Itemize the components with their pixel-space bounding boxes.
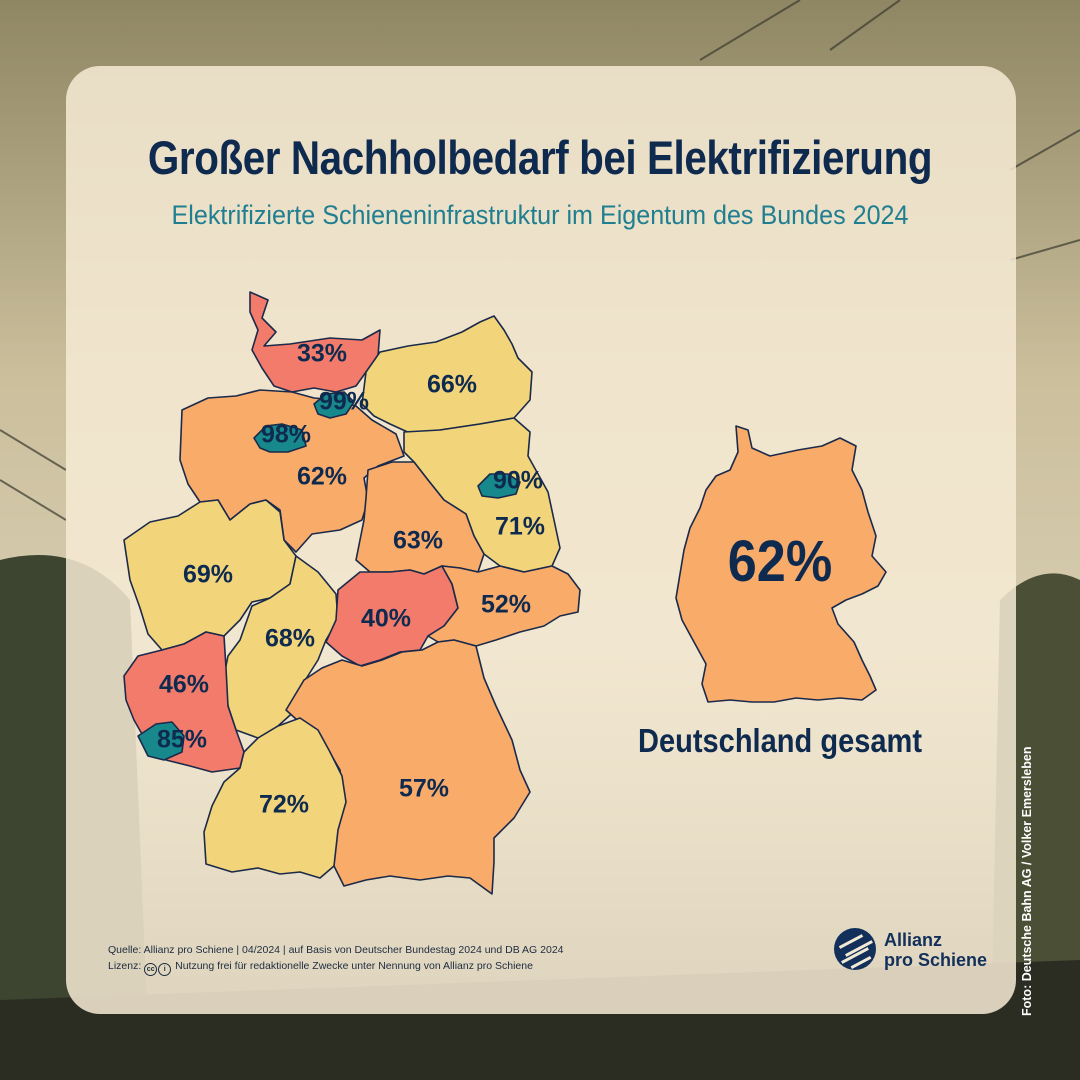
germany-total-value: 62% [727, 529, 833, 594]
germany-total-shape [675, 425, 887, 703]
region-value-label: 98% [261, 421, 311, 449]
region-value-label: 90% [493, 467, 543, 495]
region-hamburg [313, 391, 355, 419]
region-value-label: 69% [183, 561, 233, 589]
region-value-label: 63% [393, 527, 443, 555]
page-subtitle: Elektrifizierte Schieneninfrastruktur im… [171, 200, 909, 230]
cc-by-icon: i [158, 963, 172, 976]
region-value-label: 68% [265, 625, 315, 653]
region-value-label: 62% [297, 463, 347, 491]
license-prefix: Lizenz: [108, 960, 142, 972]
region-baden-wuerttemberg [203, 717, 347, 879]
region-sachsen [427, 565, 581, 647]
region-value-label: 71% [495, 513, 545, 541]
region-value-label: 72% [259, 791, 309, 819]
region-mecklenburg-vorpommern [361, 315, 533, 435]
logo-text: Allianz pro Schiene [884, 930, 987, 970]
allianz-pro-schiene-logo: Allianz pro Schiene [834, 928, 994, 972]
region-value-label: 85% [157, 726, 207, 754]
page-title: Großer Nachholbedarf bei Elektrifizierun… [147, 131, 933, 184]
region-berlin [477, 473, 521, 499]
region-value-label: 46% [159, 671, 209, 699]
license-line: Lizenz: cc i Nutzung frei für redaktionel… [108, 958, 564, 976]
region-value-label: 33% [297, 340, 347, 368]
photo-credit: Foto: Deutsche Bahn AG / Volker Emersleb… [1020, 746, 1034, 1016]
region-value-label: 57% [399, 775, 449, 803]
logo-line2: pro Schiene [884, 950, 988, 970]
region-value-label: 99% [319, 388, 369, 416]
source-line: Quelle: Allianz pro Schiene | 04/2024 | … [108, 944, 564, 956]
region-value-label: 40% [361, 605, 411, 633]
logo-line1: Allianz [884, 930, 943, 950]
cc-icon: cc [144, 963, 158, 976]
germany-total-label: Deutschland gesamt [637, 722, 923, 759]
logo-rail-icon [834, 928, 876, 970]
region-saarland [137, 721, 185, 761]
region-value-label: 66% [427, 371, 477, 399]
source-note: Quelle: Allianz pro Schiene | 04/2024 | … [108, 942, 564, 976]
region-bremen [253, 423, 307, 453]
license-text: Nutzung frei für redaktionelle Zwecke un… [175, 960, 533, 972]
region-value-label: 52% [481, 591, 531, 619]
